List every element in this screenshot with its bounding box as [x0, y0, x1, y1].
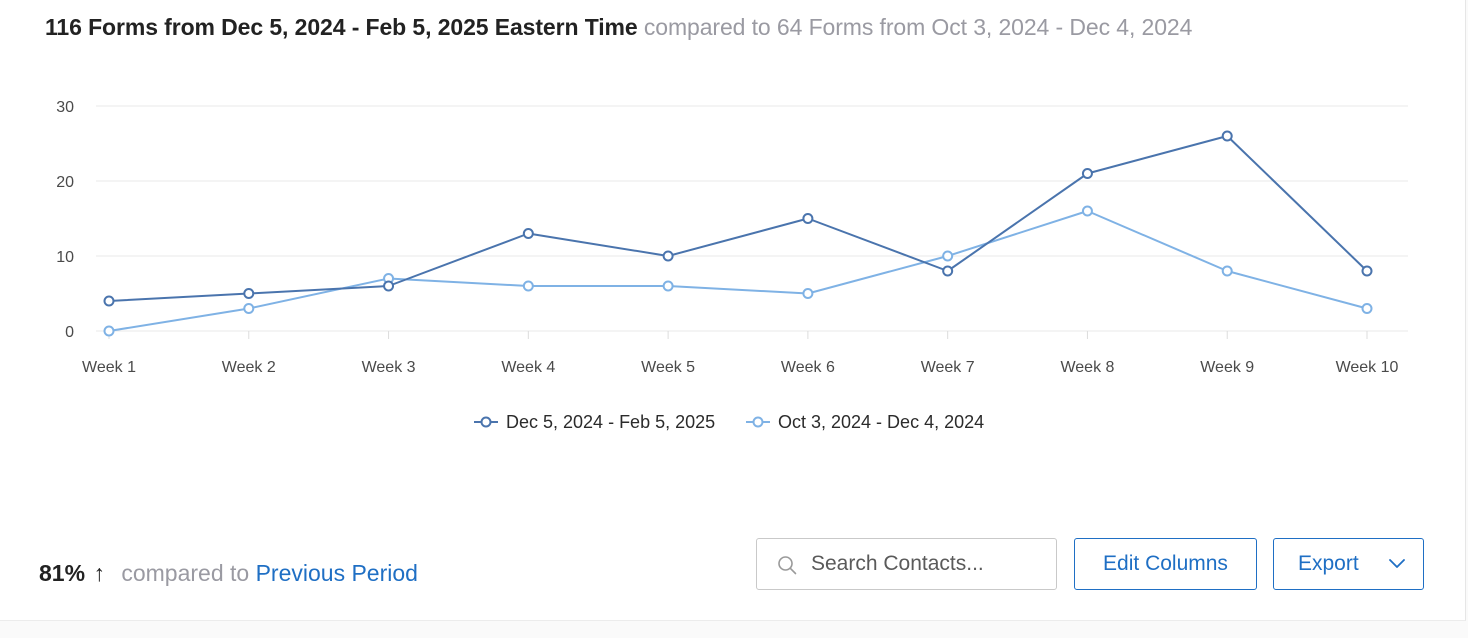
edit-columns-button[interactable]: Edit Columns [1074, 538, 1257, 590]
export-button-label: Export [1298, 552, 1359, 575]
data-point [383, 280, 395, 292]
x-tick-label: Week 9 [1200, 359, 1254, 376]
data-point [103, 325, 115, 337]
comparison-text: compared to [121, 560, 250, 586]
x-tick-label: Week 1 [82, 359, 136, 376]
report-title: 116 Forms from Dec 5, 2024 - Feb 5, 2025… [45, 14, 1192, 41]
x-tick-label: Week 6 [781, 359, 835, 376]
y-tick-label: 30 [56, 99, 74, 116]
report-title-primary: 116 Forms from Dec 5, 2024 - Feb 5, 2025… [45, 14, 638, 40]
export-button[interactable]: Export [1273, 538, 1424, 590]
data-point [243, 303, 255, 314]
data-point [1361, 303, 1373, 314]
x-tick-label: Week 2 [222, 359, 276, 376]
data-point [522, 280, 534, 292]
x-tick-label: Week 10 [1336, 359, 1399, 376]
data-point [1081, 168, 1093, 179]
data-point [662, 280, 674, 292]
report-panel: 116 Forms from Dec 5, 2024 - Feb 5, 2025… [0, 0, 1466, 621]
series-line [108, 210, 1368, 332]
data-point [942, 265, 954, 277]
search-contacts-input[interactable] [811, 539, 1047, 589]
y-tick-label: 20 [56, 174, 74, 191]
previous-period-link[interactable]: Previous Period [255, 560, 418, 586]
series-line [108, 135, 1368, 302]
data-point [1221, 265, 1233, 277]
forms-line-chart: 0 10 20 30 Week 1 Week 2 Week 3 Week 4 Week 5 Wee… [56, 99, 1408, 432]
report-title-comparison: compared to 64 Forms from Oct 3, 2024 - … [643, 14, 1193, 40]
search-icon [778, 556, 797, 575]
data-point [802, 288, 814, 299]
up-arrow-icon: ↑ [93, 560, 105, 586]
data-point [1221, 130, 1233, 142]
x-tick-label: Week 3 [362, 359, 416, 376]
change-percent: 81% [39, 560, 86, 586]
data-point [1081, 205, 1093, 217]
data-point [1361, 265, 1373, 277]
data-point [103, 295, 115, 307]
data-point [802, 213, 814, 224]
chevron-down-icon [1389, 559, 1405, 568]
legend-label: Dec 5, 2024 - Feb 5, 2025 [506, 412, 715, 432]
y-tick-label: 10 [56, 249, 74, 266]
legend-swatch-marker [480, 416, 492, 428]
data-point [522, 228, 534, 239]
x-tick-label: Week 8 [1060, 359, 1114, 376]
period-comparison: 81% ↑ compared to Previous Period [39, 560, 418, 587]
search-contacts-box[interactable] [756, 538, 1057, 590]
x-tick-label: Week 7 [921, 359, 975, 376]
data-point [662, 250, 674, 262]
legend-label: Oct 3, 2024 - Dec 4, 2024 [778, 412, 984, 432]
data-point [942, 250, 954, 262]
legend-swatch-marker [752, 416, 764, 428]
y-tick-label: 0 [65, 324, 74, 341]
x-tick-label: Week 4 [501, 359, 555, 376]
x-tick-label: Week 5 [641, 359, 695, 376]
data-point [243, 288, 255, 299]
